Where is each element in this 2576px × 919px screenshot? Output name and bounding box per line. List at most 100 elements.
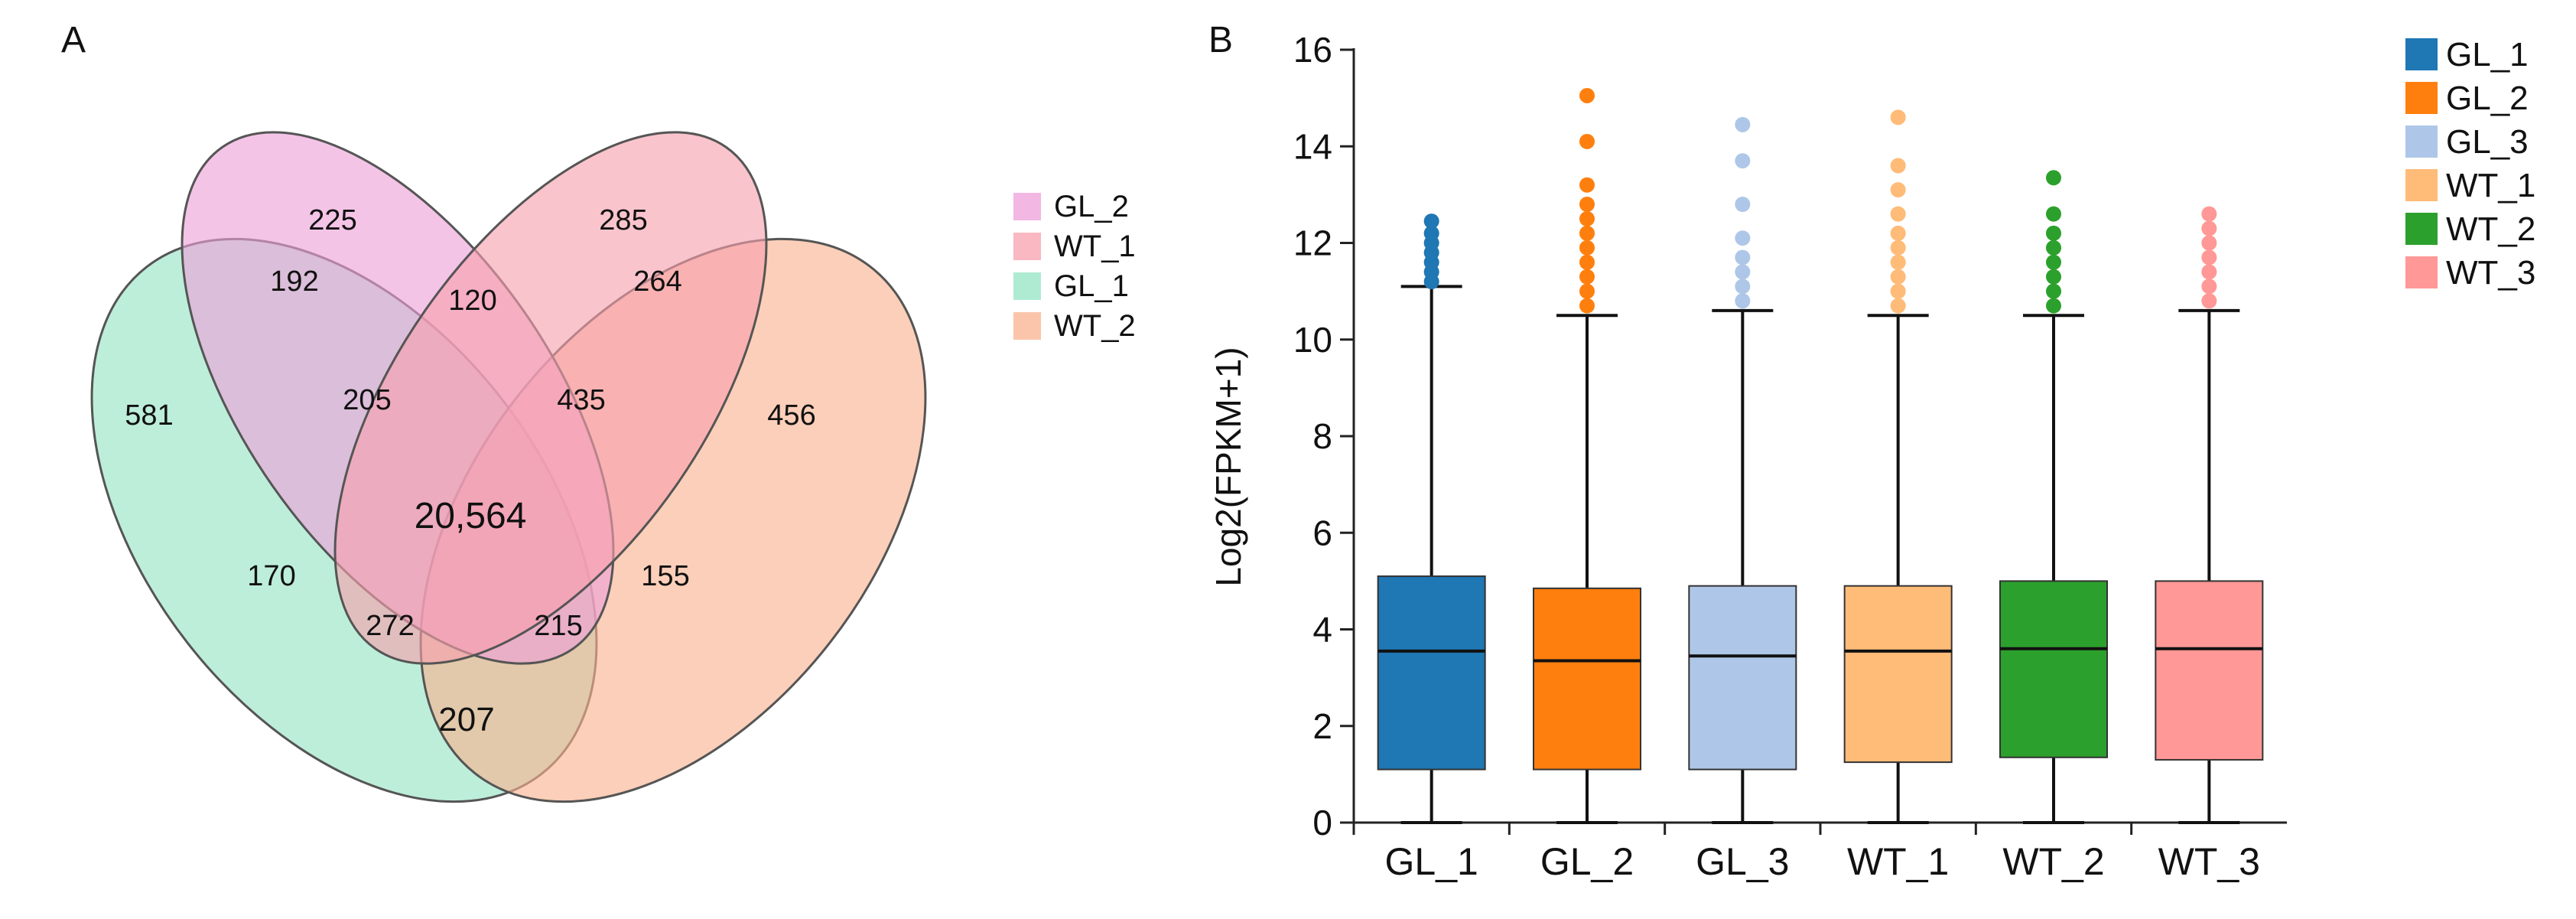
iqr-box <box>2155 580 2264 761</box>
venn-region-labels: 581 225 285 456 192 120 264 205 435 20,5… <box>125 204 815 738</box>
legend-label: GL_2 <box>2446 80 2529 117</box>
legend-swatch <box>2405 38 2438 70</box>
outlier-point <box>1579 133 1595 149</box>
outlier-point <box>2046 254 2061 270</box>
outlier-point <box>1890 283 1906 299</box>
outlier-point <box>1579 240 1595 256</box>
outlier-point <box>1890 225 1906 241</box>
y-tick-label: 8 <box>1312 416 1332 456</box>
iqr-box <box>1377 575 1486 771</box>
outlier-point <box>1890 158 1906 174</box>
y-tick-label: 6 <box>1312 513 1332 552</box>
iqr-box <box>1533 587 1641 771</box>
venn-legend-swatch <box>1013 193 1041 220</box>
venn-region-gl1-gl2-wt1: 205 <box>343 384 391 416</box>
venn-ellipses <box>90 131 927 803</box>
y-axis-label: Log2(FPKM+1) <box>1208 347 1248 586</box>
venn-legend-swatch <box>1013 233 1041 260</box>
outlier-point <box>1579 210 1595 226</box>
venn-legend-swatch <box>1013 272 1041 300</box>
venn-region-gl2-wt1-wt2: 435 <box>557 384 605 416</box>
y-tick-label: 4 <box>1312 610 1332 650</box>
outlier-point <box>1423 213 1439 230</box>
legend-swatch <box>2405 82 2438 114</box>
legend-label: GL_1 <box>2446 36 2529 73</box>
outlier-point <box>2046 240 2061 256</box>
outlier-point <box>2201 235 2217 251</box>
outlier-point <box>1579 269 1595 285</box>
outlier-point <box>2046 269 2061 285</box>
outlier-point <box>1735 249 1751 266</box>
outlier-point <box>2201 206 2217 222</box>
legend-swatch <box>2405 256 2438 288</box>
outlier-point <box>1423 225 1439 241</box>
outlier-point <box>1890 109 1906 125</box>
legend-label: WT_2 <box>2446 210 2535 248</box>
outlier-point <box>1579 283 1595 299</box>
y-tick-label: 2 <box>1312 706 1332 746</box>
box-gl-2 <box>1533 87 1641 824</box>
outlier-point <box>2046 206 2061 222</box>
y-tick-label: 14 <box>1293 126 1332 166</box>
outlier-point <box>1735 293 1751 309</box>
outlier-point <box>1579 177 1595 193</box>
outlier-point <box>1579 298 1595 314</box>
venn-legend-label: WT_1 <box>1054 230 1136 263</box>
box-wt-3 <box>2155 206 2264 824</box>
venn-region-gl1-gl2: 192 <box>270 266 318 298</box>
iqr-box <box>1688 585 1797 771</box>
outlier-point <box>1735 264 1751 280</box>
outlier-point <box>2201 279 2217 295</box>
outlier-point <box>2201 293 2217 309</box>
iqr-box <box>1999 580 2108 758</box>
venn-region-gl2-only: 225 <box>308 204 356 236</box>
outlier-point <box>2201 220 2217 236</box>
outlier-point <box>1579 225 1595 241</box>
boxplot-chart: 0 2 4 6 8 10 12 14 16 GL_1 GL_2 GL_3 WT_1 WT_2 WT_3 Lo… <box>1208 30 2535 883</box>
box-wt-1 <box>1843 109 1953 824</box>
x-tick-label: WT_3 <box>2158 840 2260 883</box>
boxplot-boxes <box>1377 87 2264 824</box>
outlier-point <box>2201 249 2217 266</box>
panel-b-label: B <box>1208 20 1233 60</box>
outlier-point <box>2201 264 2217 280</box>
outlier-point <box>1890 269 1906 285</box>
venn-region-gl1-gl2-wt2: 215 <box>534 610 582 642</box>
outlier-point <box>1735 230 1751 246</box>
x-tick-label: WT_1 <box>1847 840 1949 883</box>
outlier-point <box>1579 197 1595 212</box>
venn-legend-swatch <box>1013 312 1041 340</box>
venn-region-gl1-wt1-wt2: 272 <box>366 610 414 642</box>
legend-swatch <box>2405 125 2438 158</box>
venn-diagram: 581 225 285 456 192 120 264 205 435 20,5… <box>90 131 1136 803</box>
venn-region-gl2-wt2: 155 <box>641 560 689 592</box>
panel-a-label: A <box>61 20 86 60</box>
outlier-point <box>1890 254 1906 270</box>
iqr-box <box>1843 585 1953 764</box>
y-tick-label: 16 <box>1293 30 1332 70</box>
venn-legend-label: WT_2 <box>1054 309 1136 343</box>
outlier-point <box>1735 116 1751 132</box>
venn-region-wt1-wt2: 264 <box>633 266 681 298</box>
outlier-point <box>2046 298 2061 314</box>
legend-label: GL_3 <box>2446 123 2529 161</box>
box-gl-3 <box>1688 116 1797 824</box>
boxplot-legend: GL_1 GL_2 GL_3 WT_1 WT_2 WT_3 <box>2405 36 2535 292</box>
y-tick-label: 12 <box>1293 223 1332 263</box>
box-gl-1 <box>1377 213 1486 824</box>
x-tick-label: GL_3 <box>1696 840 1789 883</box>
outlier-point <box>2046 170 2061 186</box>
outlier-point <box>1890 298 1906 314</box>
legend-swatch <box>2405 213 2438 245</box>
boxplot-axes: 0 2 4 6 8 10 12 14 16 GL_1 GL_2 GL_3 WT_1 WT_2 WT_3 <box>1293 30 2287 883</box>
venn-region-gl2-wt1: 120 <box>448 285 496 317</box>
venn-region-wt1-only: 285 <box>599 204 647 236</box>
x-tick-label: GL_1 <box>1385 840 1478 883</box>
legend-label: WT_3 <box>2446 254 2535 292</box>
legend-swatch <box>2405 169 2438 201</box>
outlier-point <box>1735 153 1751 169</box>
outlier-point <box>1890 206 1906 222</box>
venn-legend: GL_2 WT_1 GL_1 WT_2 <box>1013 190 1136 343</box>
venn-legend-label: GL_1 <box>1054 269 1129 303</box>
